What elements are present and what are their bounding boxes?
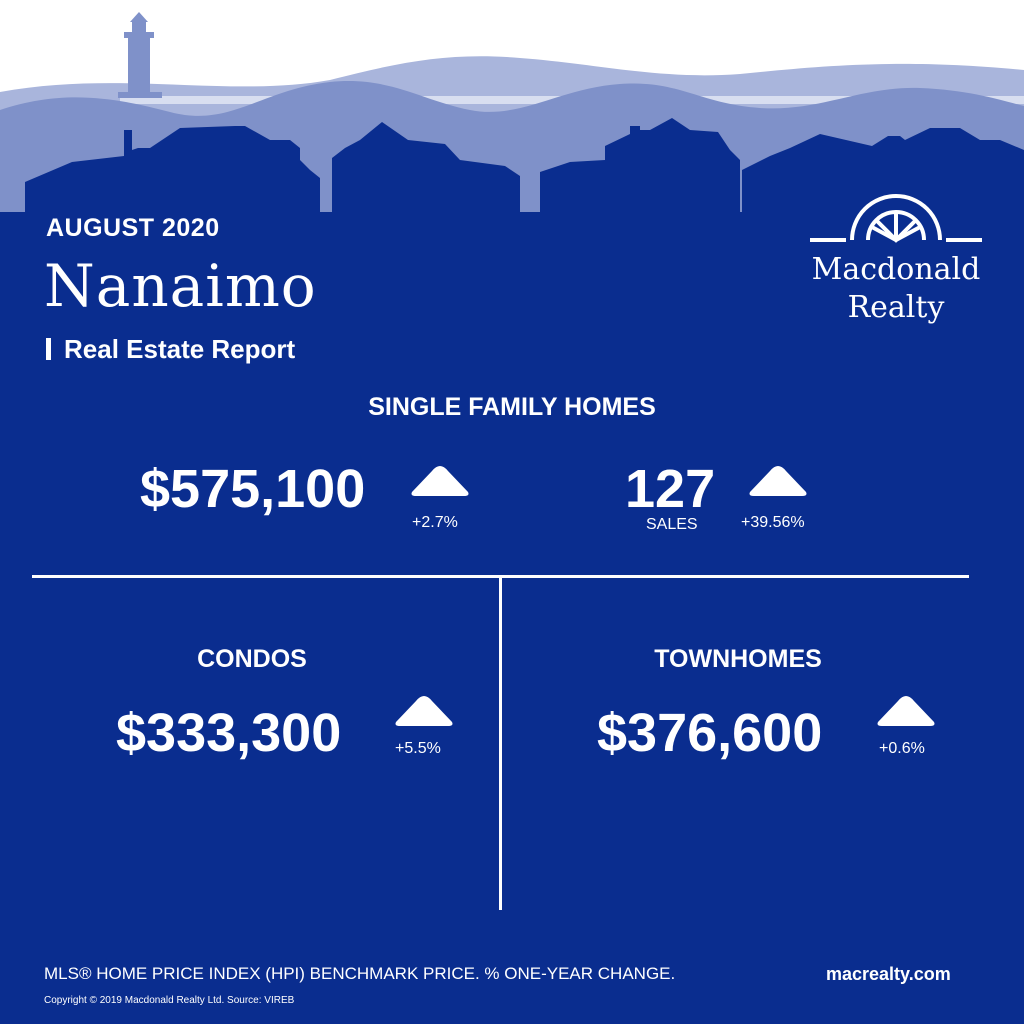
footer-note: MLS® HOME PRICE INDEX (HPI) BENCHMARK PR…: [44, 964, 676, 983]
brand-logo: Macdonald Realty: [806, 190, 986, 340]
townhomes-heading: TOWNHOMES: [654, 645, 822, 673]
up-arrow-icon: [749, 466, 807, 496]
single-family-heading: SINGLE FAMILY HOMES: [368, 393, 656, 421]
wheel-logo-icon: [810, 194, 982, 243]
logo-name-line1: Macdonald: [811, 252, 981, 287]
condos-heading: CONDOS: [197, 645, 307, 673]
report-subtitle: Real Estate Report: [64, 334, 296, 364]
single-family-sales-change: +39.56%: [741, 514, 805, 531]
townhomes-price: $376,600: [597, 703, 823, 763]
condos-price: $333,300: [116, 703, 342, 763]
up-arrow-icon: [411, 466, 469, 496]
house-silhouettes: [25, 118, 1024, 230]
up-arrow-icon: [395, 696, 453, 726]
lighthouse-icon: [118, 12, 162, 98]
single-family-price-change: +2.7%: [412, 514, 458, 531]
townhomes-price-change: +0.6%: [879, 740, 925, 757]
condos-price-change: +5.5%: [395, 740, 441, 757]
report-date: AUGUST 2020: [46, 214, 220, 242]
vertical-divider: [499, 578, 502, 910]
footer-website-link[interactable]: macrealty.com: [826, 964, 951, 984]
skyline-illustration: [0, 0, 1024, 230]
horizontal-divider: [32, 575, 969, 578]
single-family-sales-count: 127: [625, 459, 716, 519]
up-arrow-icon: [877, 696, 935, 726]
single-family-sales-label: SALES: [646, 516, 698, 533]
subtitle-accent-bar: [46, 338, 51, 360]
city-name: Nanaimo: [44, 252, 317, 320]
copyright-text: Copyright © 2019 Macdonald Realty Ltd. S…: [44, 995, 295, 1006]
single-family-price: $575,100: [140, 459, 366, 519]
logo-name-line2: Realty: [847, 290, 945, 325]
